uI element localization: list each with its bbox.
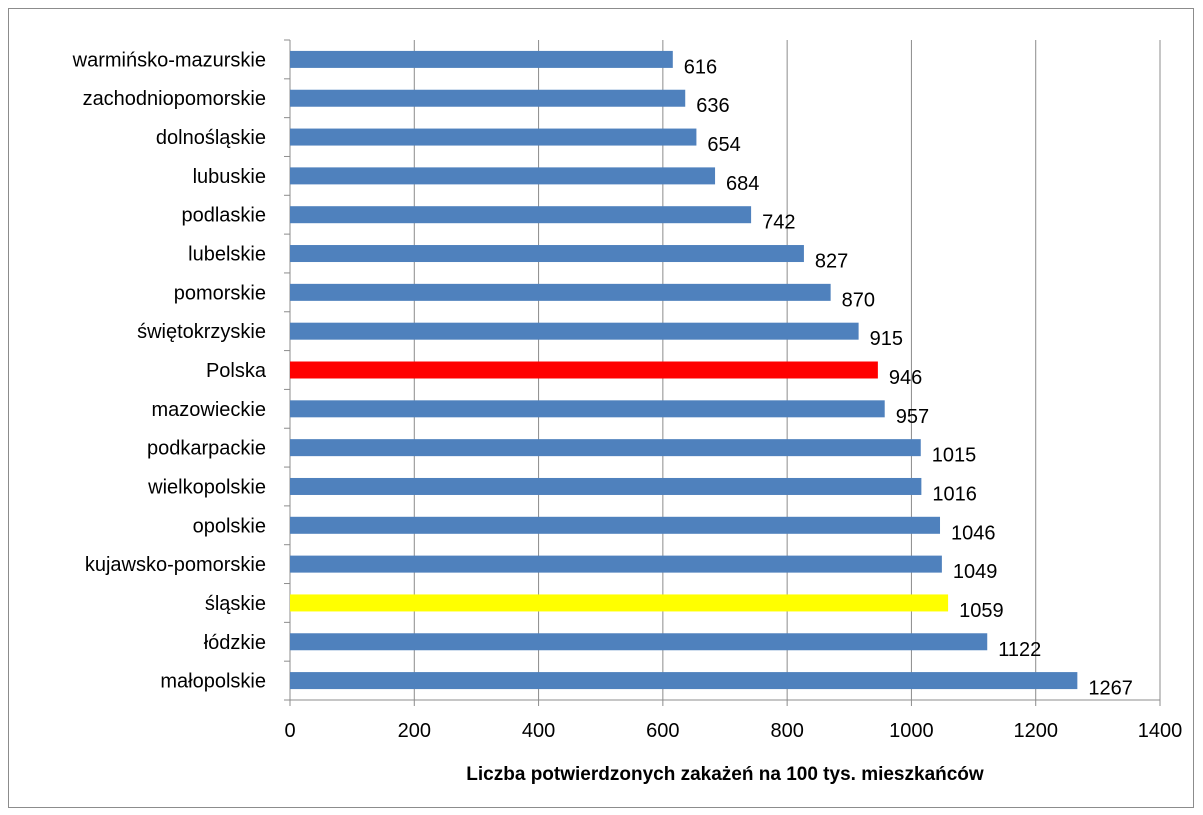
bar bbox=[290, 283, 831, 301]
category-label: śląskie bbox=[205, 593, 266, 615]
value-label: 870 bbox=[842, 289, 875, 311]
value-label: 1059 bbox=[959, 600, 1004, 622]
category-labels: warmińsko-mazurskie zachodniopomorskie dol… bbox=[72, 49, 267, 692]
category-label: podkarpackie bbox=[147, 438, 266, 460]
bar bbox=[290, 633, 988, 651]
value-label: 654 bbox=[707, 134, 740, 156]
bar bbox=[290, 477, 922, 495]
value-label: 957 bbox=[896, 406, 929, 428]
x-tick-label: 400 bbox=[522, 720, 555, 742]
x-tick-labels: 0 200 400 600 800 1000 1200 1400 bbox=[284, 720, 1182, 742]
bar bbox=[290, 672, 1078, 690]
value-label: 946 bbox=[889, 367, 922, 389]
category-label: świętokrzyskie bbox=[137, 321, 266, 343]
value-label: 1049 bbox=[953, 561, 998, 583]
x-axis-label: Liczba potwierdzonych zakażeń na 100 tys… bbox=[466, 764, 984, 785]
value-label: 1046 bbox=[951, 522, 996, 544]
value-label: 742 bbox=[762, 212, 795, 234]
bar bbox=[290, 439, 921, 457]
bar bbox=[290, 50, 673, 68]
value-label: 1015 bbox=[932, 445, 977, 467]
x-tick-label: 200 bbox=[398, 720, 431, 742]
category-label: łódzkie bbox=[204, 632, 266, 654]
bars bbox=[290, 50, 1078, 690]
bar bbox=[290, 400, 885, 418]
category-label: małopolskie bbox=[160, 671, 266, 693]
gridlines bbox=[413, 40, 1161, 700]
bar bbox=[290, 322, 859, 340]
bar bbox=[290, 516, 941, 534]
category-label: wielkopolskie bbox=[147, 476, 266, 498]
x-tick-label: 600 bbox=[646, 720, 679, 742]
value-label: 1267 bbox=[1088, 678, 1133, 700]
bar bbox=[290, 555, 942, 573]
bar bbox=[290, 89, 686, 107]
category-label: pomorskie bbox=[174, 282, 266, 304]
category-label: podlaskie bbox=[181, 205, 266, 227]
x-tick-label: 1400 bbox=[1138, 720, 1183, 742]
value-label: 827 bbox=[815, 251, 848, 273]
bar bbox=[290, 594, 949, 612]
bar bbox=[290, 245, 804, 263]
bar bbox=[290, 128, 697, 146]
category-label: kujawsko-pomorskie bbox=[85, 554, 266, 576]
category-label: dolnośląskie bbox=[156, 127, 266, 149]
bar bbox=[290, 361, 878, 379]
category-label: Polska bbox=[206, 360, 267, 382]
value-label: 1016 bbox=[932, 483, 977, 505]
value-label: 915 bbox=[870, 328, 903, 350]
category-label: opolskie bbox=[193, 515, 266, 537]
category-label: zachodniopomorskie bbox=[83, 88, 266, 110]
x-tick-label: 1200 bbox=[1013, 720, 1058, 742]
value-label: 636 bbox=[696, 95, 729, 117]
value-label: 616 bbox=[684, 56, 717, 78]
bar bbox=[290, 167, 716, 185]
category-label: lubelskie bbox=[188, 244, 266, 266]
category-label: lubuskie bbox=[193, 166, 266, 188]
category-label: mazowieckie bbox=[152, 399, 266, 421]
bar bbox=[290, 206, 752, 224]
value-label: 1122 bbox=[998, 639, 1041, 661]
x-tick-label: 1000 bbox=[889, 720, 934, 742]
x-tick-label: 800 bbox=[770, 720, 803, 742]
category-label: warmińsko-mazurskie bbox=[72, 49, 266, 71]
axes bbox=[284, 39, 1161, 706]
value-label: 684 bbox=[726, 173, 759, 195]
x-tick-label: 0 bbox=[284, 720, 295, 742]
